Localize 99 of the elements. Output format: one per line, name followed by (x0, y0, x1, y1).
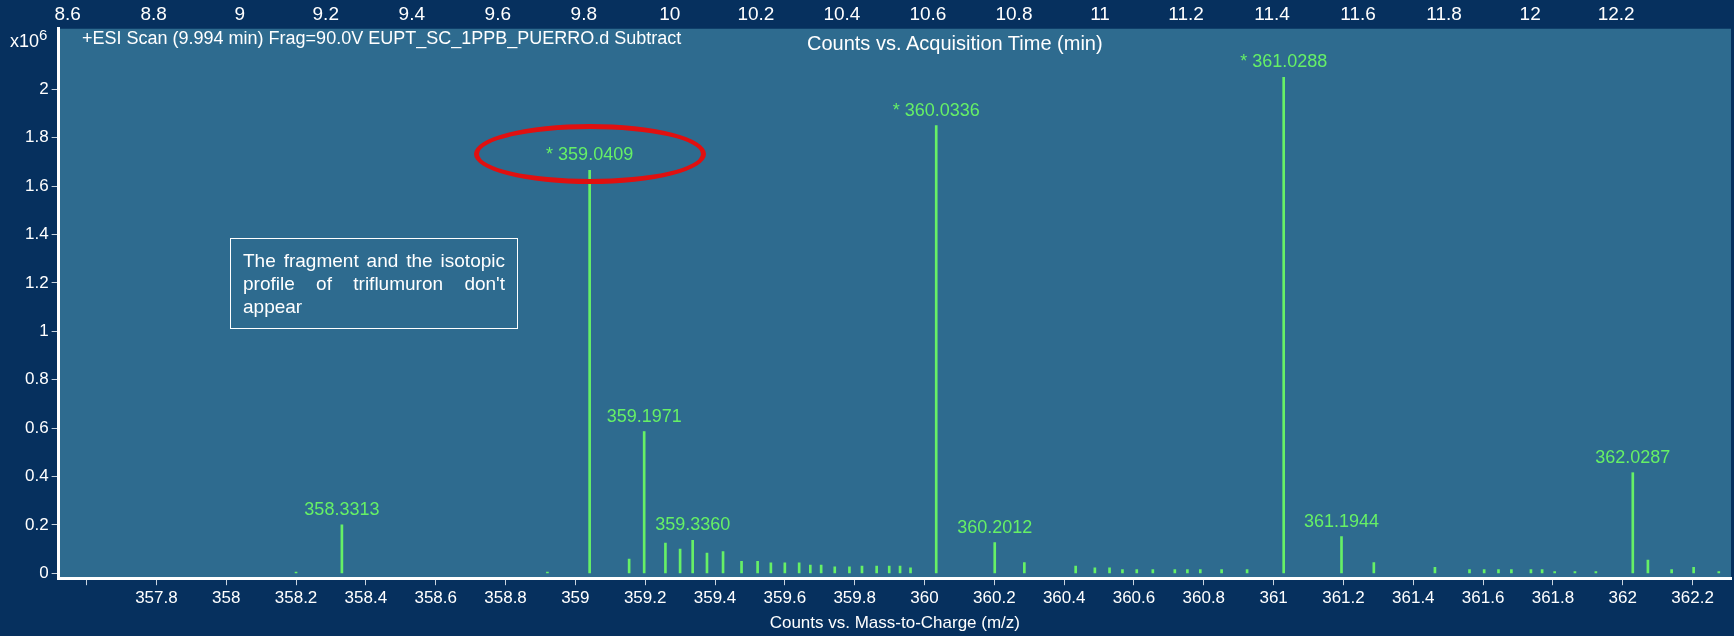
x-tick-label: 358.2 (274, 588, 318, 608)
chart-subtitle: +ESI Scan (9.994 min) Frag=90.0V EUPT_SC_1PPB_PUERRO.d Subtract (82, 28, 682, 49)
bar (1497, 569, 1500, 574)
x-tick-label: 359.2 (623, 588, 667, 608)
bar (588, 170, 591, 574)
annotation: * 360.0336 (892, 99, 980, 120)
bar (756, 560, 759, 574)
bar (1670, 569, 1673, 574)
bar (1023, 562, 1026, 574)
x-tick-label: 360.8 (1182, 588, 1226, 608)
bar (909, 567, 912, 574)
y-tick-label: 2 (39, 78, 49, 98)
x2-tick-label: 11.4 (1254, 2, 1291, 24)
x-tick-label: 359.4 (693, 588, 737, 608)
bar (1282, 76, 1286, 574)
x-tick-label: 360.2 (973, 588, 1016, 608)
bar (848, 566, 851, 574)
bar (1151, 569, 1155, 574)
y-axis-title: x10$^{6}$ (10, 26, 48, 52)
x-axis-title: Counts vs. Mass-to-Charge (m/z) (769, 613, 1020, 633)
annotation: The fragment and the isotopic profile of triflumuron don't appear (230, 238, 518, 329)
x2-tick-label: 8.8 (140, 2, 167, 24)
x2-tick-label: 11.8 (1426, 2, 1462, 24)
x2-tick-label: 8.6 (54, 2, 81, 24)
x2-tick-label: 10.2 (737, 2, 775, 24)
bar (1510, 569, 1513, 574)
x-tick-label: 358.6 (414, 588, 457, 608)
bar (740, 560, 743, 574)
y-tick-label: 0.2 (24, 514, 49, 534)
bar (934, 125, 938, 574)
annotation: * 361.0288 (1240, 51, 1328, 72)
bar (664, 542, 667, 574)
y-tick-label: 1 (39, 321, 49, 341)
bar (887, 565, 891, 574)
x-tick-label: 361.8 (1531, 588, 1575, 608)
bar (993, 542, 997, 574)
x2-tick-label: 11.2 (1168, 2, 1204, 24)
x2-tick-label: 9 (234, 2, 246, 24)
bar (833, 566, 837, 574)
bar (642, 431, 646, 574)
x-tick-label: 358.4 (344, 588, 388, 608)
bar (1340, 536, 1343, 574)
x2-tick-label: 12.2 (1597, 2, 1635, 24)
bar (875, 565, 878, 574)
x2-tick-label: 9.2 (312, 2, 339, 24)
annotation: 362.0287 (1595, 446, 1671, 467)
bar (1631, 472, 1635, 574)
x-tick-label: 357.8 (135, 588, 178, 608)
x2-tick-label: 10.8 (995, 2, 1033, 24)
x-tick-label: 362.2 (1671, 588, 1714, 608)
x2-tick-label: 12 (1519, 2, 1541, 24)
x-tick-label: 358.8 (484, 588, 527, 608)
annotation: 361.1944 (1303, 510, 1380, 531)
x2-tick-label: 9.6 (484, 2, 512, 24)
x-tick-label: 359.8 (833, 588, 876, 608)
bar (809, 564, 812, 574)
bar (1692, 566, 1695, 574)
x-tick-label: 359.6 (763, 588, 807, 608)
x2-axis-title: Counts vs. Acquisition Time (min) (806, 32, 1103, 55)
x-tick-label: 361.4 (1392, 588, 1435, 608)
bar (1186, 569, 1189, 574)
annotation: 360.2012 (957, 516, 1033, 537)
bar (1198, 569, 1202, 574)
annotation: 359.1971 (606, 405, 682, 426)
x2-tick-label: 11 (1090, 2, 1110, 24)
bar (1074, 565, 1077, 574)
y-tick-label: 0.4 (24, 466, 49, 486)
bar (1468, 569, 1471, 574)
y-tick-label: 0.6 (24, 417, 49, 437)
bar (691, 540, 694, 574)
x2-tick-label: 9.8 (570, 2, 598, 24)
x2-tick-label: 10.6 (909, 2, 947, 24)
x-tick-label: 360 (910, 588, 939, 608)
y-tick-label: 0.8 (24, 369, 49, 389)
bar (1108, 567, 1111, 574)
x-tick-label: 358 (212, 588, 241, 608)
y-tick-label: 1.6 (24, 175, 49, 195)
bar (1173, 569, 1177, 574)
bar (1220, 569, 1223, 574)
x-tick-label: 361.6 (1461, 588, 1505, 608)
annotation: 359.3360 (655, 514, 731, 535)
annotation: 358.3313 (304, 498, 380, 519)
bar (1135, 569, 1139, 574)
x2-tick-label: 9.4 (398, 2, 426, 24)
x2-tick-label: 10.4 (823, 2, 861, 24)
y-tick-label: 1.2 (24, 272, 49, 292)
x2-tick-label: 10 (659, 2, 681, 24)
x-tick-label: 361 (1259, 588, 1288, 608)
x-tick-label: 361.2 (1322, 588, 1365, 608)
bar (1121, 569, 1124, 574)
x-tick-label: 359 (561, 588, 590, 608)
y-tick-label: 0 (39, 563, 49, 583)
y-tick-label: 1.8 (24, 127, 49, 147)
annotation: * 359.0409 (546, 144, 634, 165)
x-tick-label: 360.4 (1042, 588, 1086, 608)
x-tick-label: 360.6 (1112, 588, 1156, 608)
x2-tick-label: 11.6 (1340, 2, 1376, 24)
y-tick-label: 1.4 (24, 224, 49, 244)
x-tick-label: 362 (1608, 588, 1637, 608)
